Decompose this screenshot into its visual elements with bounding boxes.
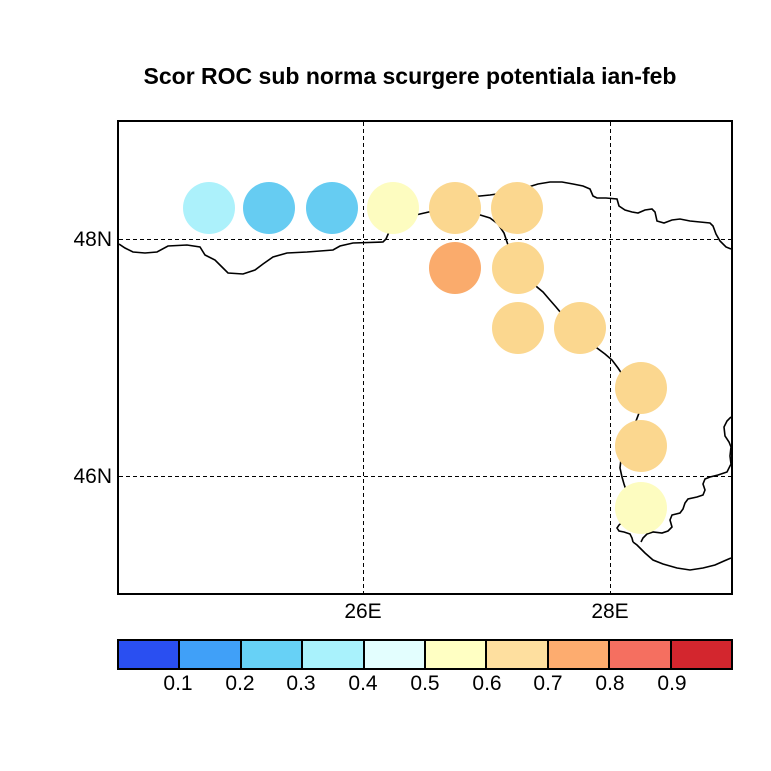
colorbar-tick-label: 0.2 — [225, 672, 255, 695]
roc-score-bubble — [615, 482, 667, 534]
east-border-line — [640, 416, 731, 543]
colorbar-segment — [362, 641, 425, 668]
roc-score-bubble — [491, 182, 543, 234]
colorbar-segment — [178, 641, 240, 668]
y-tick-label: 46N — [73, 465, 112, 488]
colorbar-segment — [485, 641, 547, 668]
colorbar — [117, 639, 733, 670]
y-tick-label: 48N — [73, 228, 112, 251]
colorbar-tick-label: 0.5 — [410, 672, 440, 695]
colorbar-segment — [424, 641, 486, 668]
roc-score-bubble — [367, 182, 419, 234]
colorbar-segment — [669, 641, 732, 668]
colorbar-tick-label: 0.8 — [595, 672, 625, 695]
colorbar-segment — [608, 641, 670, 668]
colorbar-tick-label: 0.9 — [657, 672, 687, 695]
roc-score-bubble — [492, 302, 544, 354]
x-tick-label: 26E — [344, 600, 382, 623]
roc-score-bubble — [615, 420, 667, 472]
plot-title: Scor ROC sub norma scurgere potentiala i… — [143, 63, 677, 89]
colorbar-segment — [301, 641, 363, 668]
latitude-gridline — [119, 239, 731, 240]
latitude-gridline — [119, 476, 731, 477]
roc-score-bubble — [243, 182, 295, 234]
colorbar-segment — [546, 641, 609, 668]
longitude-gridline — [363, 122, 364, 593]
roc-score-bubble — [492, 242, 544, 294]
colorbar-tick-label: 0.7 — [533, 672, 563, 695]
colorbar-segment — [239, 641, 302, 668]
roc-score-bubble — [429, 242, 481, 294]
roc-score-bubble — [554, 302, 606, 354]
roc-score-bubble — [429, 182, 481, 234]
roc-score-bubble — [306, 182, 358, 234]
roc-score-bubble — [183, 182, 235, 234]
colorbar-tick-label: 0.6 — [472, 672, 502, 695]
colorbar-segment — [119, 641, 179, 668]
coast-border-line — [632, 541, 731, 571]
roc-score-bubble — [615, 362, 667, 414]
colorbar-tick-label: 0.3 — [286, 672, 316, 695]
map-plot-area — [117, 120, 733, 595]
x-tick-label: 28E — [591, 600, 629, 623]
colorbar-tick-label: 0.4 — [348, 672, 378, 695]
longitude-gridline — [610, 122, 611, 593]
colorbar-tick-label: 0.1 — [163, 672, 193, 695]
